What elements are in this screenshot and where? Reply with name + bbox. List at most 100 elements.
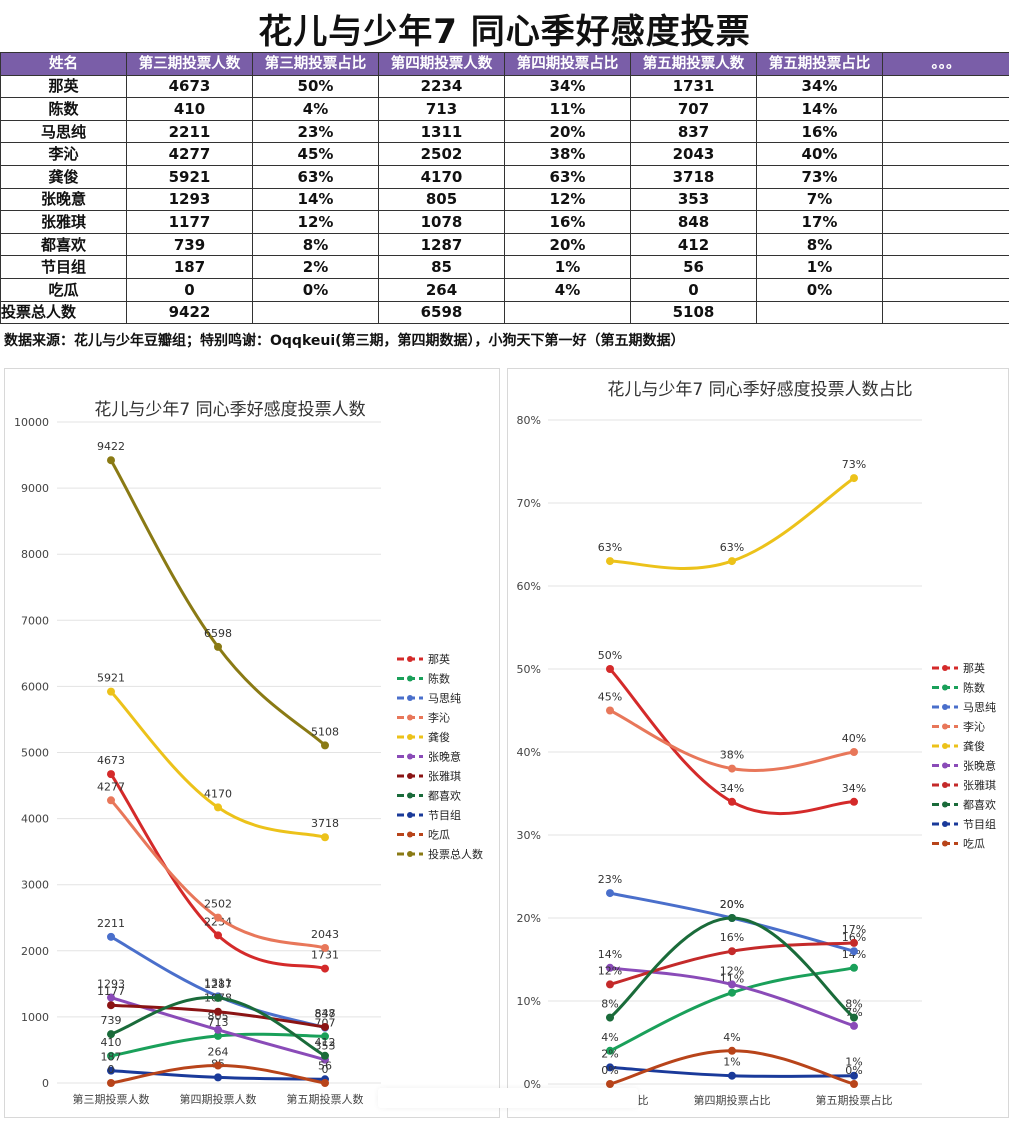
data-point	[850, 1013, 858, 1022]
data-point	[107, 1051, 115, 1060]
legend-label: 张雅琪	[963, 778, 996, 792]
data-point	[214, 993, 222, 1002]
table-row: 张雅琪 1177 12% 1078 16% 848 17%	[0, 210, 1009, 234]
legend-marker	[942, 743, 948, 749]
table-cell: 5108	[630, 300, 757, 325]
data-label: 34%	[842, 782, 866, 795]
page-title: 花儿与少年7 同心季好感度投票	[258, 12, 751, 52]
table-body: 那英 4673 50% 2234 34% 1731 34% 陈数 410 4% 713 11% 707 1…	[0, 74, 1009, 325]
data-label: 4%	[601, 1031, 618, 1044]
data-point	[728, 764, 736, 773]
table-cell: 8%	[252, 232, 379, 257]
data-point	[728, 557, 736, 566]
table-row: 吃瓜 0 0% 264 4% 0 0%	[0, 277, 1009, 302]
row-name-cell: 节目组	[0, 255, 127, 279]
y-tick-label: 10000	[14, 416, 49, 429]
y-tick-label: 80%	[517, 414, 541, 427]
x-tick-label: 第三期投票人数	[73, 1092, 150, 1106]
series-line	[109, 772, 327, 971]
data-label: 2%	[601, 1047, 618, 1060]
legend-marker	[942, 821, 948, 827]
data-label: 56	[318, 1059, 332, 1072]
data-point	[728, 980, 736, 989]
table-header-cell: 第四期投票占比	[504, 52, 631, 76]
data-label: 4%	[723, 1031, 740, 1044]
data-label: 73%	[842, 458, 866, 471]
table-cell: 14%	[756, 97, 883, 121]
y-tick-label: 2000	[21, 945, 49, 958]
data-label: 353	[315, 1040, 336, 1053]
data-label: 412	[315, 1036, 336, 1049]
table-cell	[882, 300, 1009, 325]
data-point	[214, 913, 222, 922]
y-tick-label: 3000	[21, 879, 49, 892]
table-cell: 353	[630, 187, 757, 212]
table-cell: 410	[126, 97, 253, 121]
legend-marker	[942, 704, 948, 710]
data-label: 739	[101, 1014, 122, 1027]
data-label: 12%	[720, 964, 744, 977]
table-cell	[756, 300, 883, 325]
y-tick-label: 30%	[517, 829, 541, 842]
table-row: 李沁 4277 45% 2502 38% 2043 40%	[0, 142, 1009, 166]
data-label: 20%	[720, 898, 744, 911]
legend-marker	[942, 665, 948, 671]
data-point	[214, 1073, 222, 1082]
data-point	[850, 947, 858, 956]
data-label: 1%	[845, 1056, 862, 1069]
data-point	[107, 1001, 115, 1010]
data-label: 0	[322, 1063, 329, 1076]
table-cell: 713	[378, 97, 505, 121]
table-row: 龚俊 5921 63% 4170 63% 3718 73%	[0, 164, 1009, 189]
data-point	[214, 1031, 222, 1040]
vote-ratio-line-chart: 花儿与少年7 同心季好感度投票人数占比 0% 10% 20% 30% 40% 50% 60% 7…	[517, 380, 996, 1107]
legend-marker	[407, 773, 413, 779]
x-tick-label: 第四期投票占比	[694, 1093, 771, 1107]
legend-label: 都喜欢	[428, 789, 461, 803]
data-point	[728, 947, 736, 956]
table-cell: 20%	[504, 232, 631, 257]
legend-label: 节目组	[428, 808, 461, 822]
data-label: 17%	[842, 923, 866, 936]
data-label: 848	[315, 1007, 336, 1020]
table-cell: 2234	[378, 74, 505, 99]
table-cell: 2211	[126, 119, 253, 144]
table-cell: 1287	[378, 232, 505, 257]
legend-marker	[407, 656, 413, 662]
table-cell: 11%	[504, 97, 631, 121]
data-point	[850, 797, 858, 806]
row-name-cell: 陈数	[0, 97, 127, 121]
y-tick-label: 7000	[21, 614, 49, 627]
table-cell: 412	[630, 232, 757, 257]
legend-label: 都喜欢	[963, 798, 996, 812]
legend-label: 李沁	[428, 711, 450, 725]
chart-title: 花儿与少年7 同心季好感度投票人数	[94, 400, 365, 420]
y-tick-label: 0	[42, 1077, 49, 1090]
table-cell: 50%	[252, 74, 379, 99]
data-label: 2502	[204, 898, 232, 911]
table-row: 都喜欢 739 8% 1287 20% 412 8%	[0, 232, 1009, 257]
table-cell	[882, 277, 1009, 302]
data-point	[321, 964, 329, 973]
data-label: 20%	[720, 898, 744, 911]
row-name-cell: 投票总人数	[0, 300, 127, 325]
table-cell: 34%	[756, 74, 883, 99]
y-tick-label: 50%	[517, 663, 541, 676]
table-cell: 187	[126, 255, 253, 279]
y-tick-label: 1000	[21, 1011, 49, 1024]
data-point	[606, 1080, 614, 1088]
table-cell: 1177	[126, 210, 253, 234]
table-cell	[882, 164, 1009, 189]
data-label: 63%	[598, 541, 622, 554]
data-point	[728, 914, 736, 922]
legend-label: 吃瓜	[428, 829, 450, 842]
table-cell: 23%	[252, 119, 379, 144]
chart-title: 花儿与少年7 同心季好感度投票人数占比	[607, 380, 912, 400]
data-point	[606, 706, 614, 715]
table-cell: 63%	[504, 164, 631, 189]
row-name-cell: 都喜欢	[0, 232, 127, 257]
row-name-cell: 那英	[0, 74, 127, 99]
table-cell: 1%	[756, 255, 883, 279]
data-label: 410	[101, 1036, 122, 1049]
legend-label: 马思纯	[963, 701, 996, 714]
